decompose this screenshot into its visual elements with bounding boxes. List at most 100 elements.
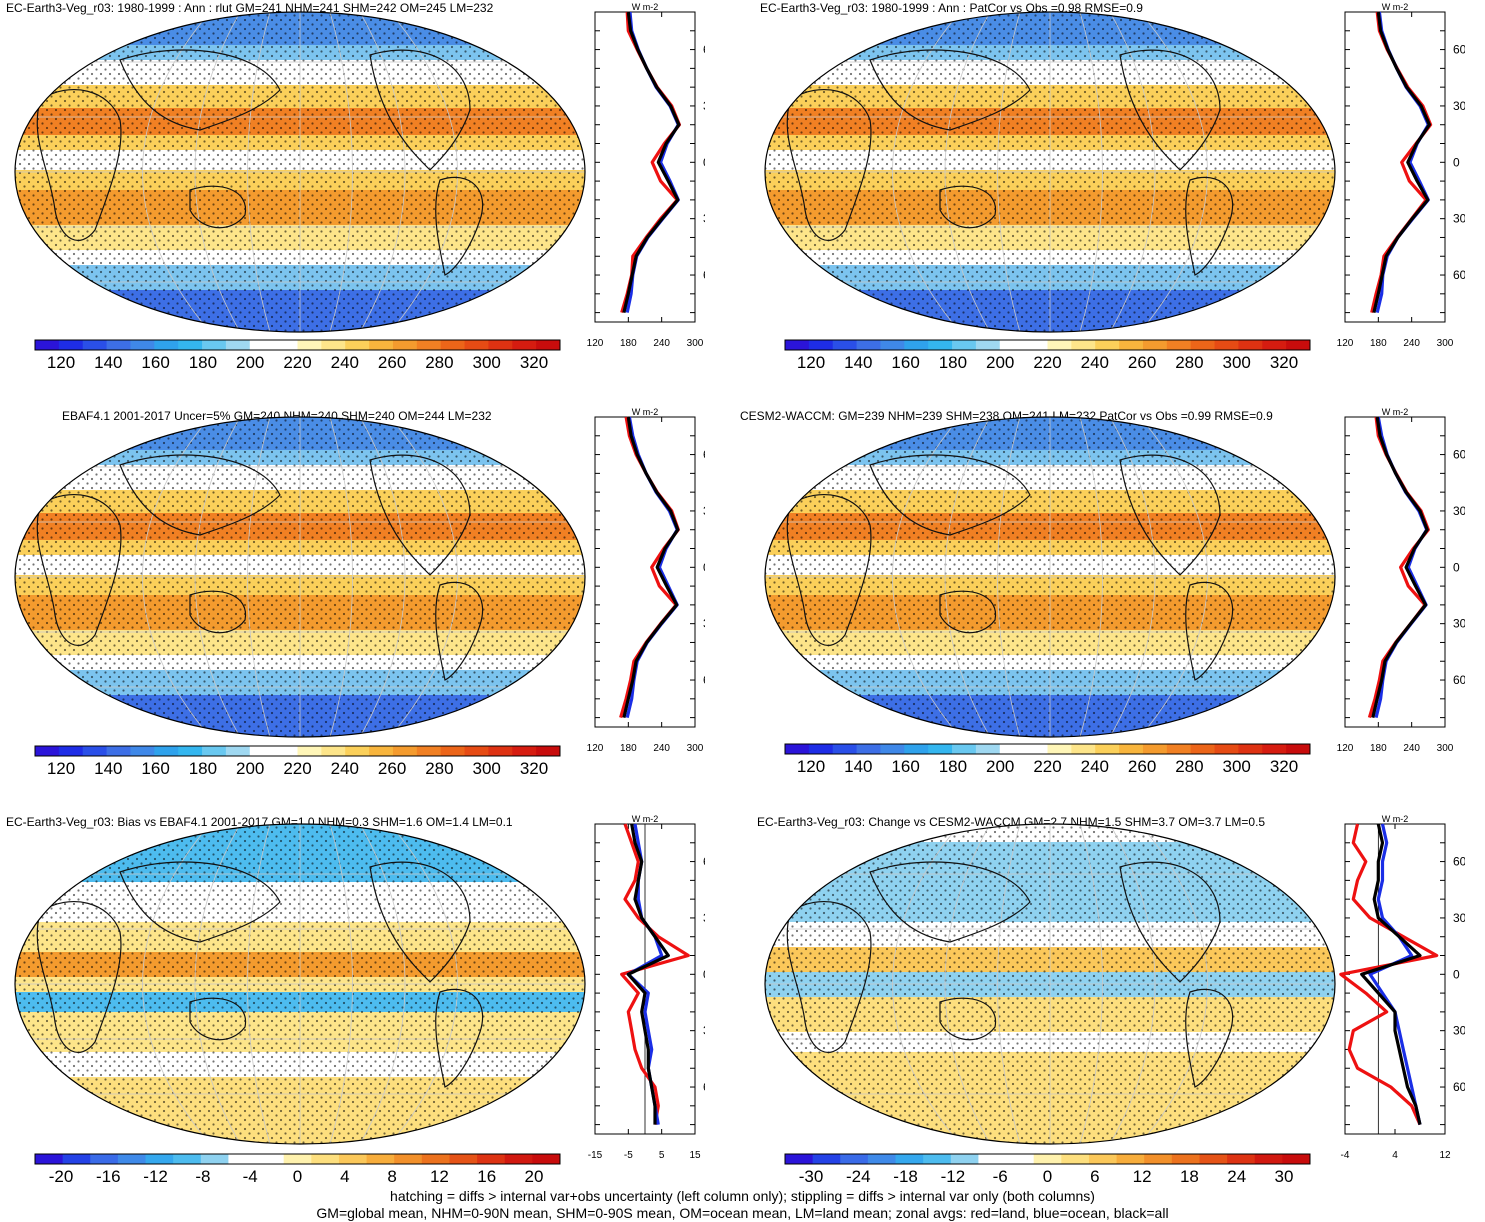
zonal-x-label: 300 [1437, 338, 1454, 349]
colorbar-tick-label: 240 [1081, 353, 1109, 372]
continent-outline [36, 494, 122, 646]
colorbar-swatch [416, 746, 442, 756]
colorbar-tick-label: 120 [797, 353, 825, 372]
continent-outline [939, 590, 997, 634]
panel-title: EBAF4.1 2001-2017 Uncer=5% GM=240 NHM=24… [62, 409, 492, 423]
colorbar-tick-label: 120 [797, 757, 825, 776]
continent-outline [1119, 49, 1221, 171]
graticule-lon [359, 417, 406, 737]
global-map [14, 823, 586, 1145]
colorbar-tick-label: -12 [941, 1167, 966, 1186]
continent-outline [786, 901, 872, 1053]
graticule-lon [247, 824, 271, 1144]
graticule-lon [194, 824, 241, 1144]
zonal-line-land [620, 11, 682, 314]
zonal-lat-label: 60S [1453, 1080, 1465, 1094]
colorbar-swatch [975, 744, 1001, 754]
colorbar-swatch [35, 340, 60, 350]
colorbar-tick-label: 260 [1128, 757, 1156, 776]
zonal-lat-label: 30N [1453, 99, 1465, 113]
colorbar-tick-label: 200 [986, 757, 1014, 776]
colorbar-swatch [504, 1154, 533, 1164]
colorbar-swatch [856, 340, 881, 350]
colorbar-swatch [249, 746, 275, 756]
colorbar-swatch [1119, 744, 1144, 754]
colorbar-swatch [283, 1154, 312, 1164]
colorbar-tick-label: -4 [243, 1167, 258, 1186]
colorbar-swatch [978, 1154, 1007, 1164]
colorbar-tick-label: -30 [799, 1167, 824, 1186]
graticule-lon [892, 417, 961, 737]
zonal-unit-label: W m-2 [632, 407, 659, 417]
zonal-x-label: 120 [1337, 743, 1354, 754]
colorbar-tick-label: 160 [141, 353, 169, 372]
continent-outline [939, 997, 997, 1041]
colorbar-swatch [1190, 340, 1216, 350]
zonal-x-label: -4 [1341, 1150, 1350, 1161]
zonal-line-land [1370, 11, 1433, 313]
colorbar-tick-label: 240 [331, 353, 359, 372]
colorbar-swatch [345, 746, 370, 756]
zonal-lat-label: 60S [703, 1080, 705, 1094]
zonal-lat-label: 0 [1453, 967, 1460, 981]
colorbar-swatch [1095, 340, 1120, 350]
colorbar-frame [34, 745, 561, 757]
global-map [14, 416, 586, 738]
continent-outline [869, 454, 1031, 536]
colorbar-swatch [1071, 340, 1096, 350]
colorbar-swatch [1119, 340, 1144, 350]
zonal-lat-label: 0 [703, 560, 705, 574]
colorbar-tick-label: 160 [891, 353, 919, 372]
panel-ebaf-observations: EBAF4.1 2001-2017 Uncer=5% GM=240 NHM=24… [0, 405, 720, 785]
colorbar-swatch [1214, 744, 1239, 754]
colorbar-swatch [785, 744, 810, 754]
zonal-x-label: 120 [587, 743, 604, 754]
zonal-x-label: 240 [653, 338, 670, 349]
colorbar-tick-label: 4 [340, 1167, 349, 1186]
colorbar-swatch [392, 746, 418, 756]
colorbar-tick-label: -16 [96, 1167, 121, 1186]
colorbar-tick-label: 280 [1175, 353, 1203, 372]
continent-outline [36, 89, 122, 241]
continent-outline [435, 988, 484, 1088]
colorbar-swatch [532, 1154, 561, 1164]
colorbar-swatch [394, 1154, 423, 1164]
zonal-lat-label: 60N [1453, 448, 1465, 462]
zonal-line-all [1360, 823, 1422, 1125]
colorbar-tick-label: 12 [1133, 1167, 1152, 1186]
colorbar-swatch [321, 746, 346, 756]
colorbar-swatch [228, 1154, 257, 1164]
colorbar-tick-label: 200 [236, 353, 264, 372]
colorbar-swatch [202, 340, 227, 350]
colorbar-frame [784, 743, 1311, 755]
zonal-x-label: -5 [624, 1150, 633, 1161]
continent-outline [1119, 454, 1221, 576]
colorbar-tick-label: 300 [1223, 757, 1251, 776]
graticule-lon [997, 417, 1021, 737]
graticule-lon [1079, 824, 1103, 1144]
colorbar-swatch [35, 746, 60, 756]
colorbar-swatch [1047, 340, 1072, 350]
zonal-lat-label: 30S [1453, 212, 1465, 226]
colorbar-tick-label: 280 [425, 353, 453, 372]
zonal-line-land [1339, 823, 1439, 1126]
colorbar-swatch [950, 1154, 979, 1164]
colorbar-swatch [1142, 744, 1168, 754]
colorbar-swatch [904, 744, 929, 754]
continent-outline [786, 89, 872, 241]
colorbar-swatch [200, 1154, 229, 1164]
zonal-lat-label: 0 [703, 967, 705, 981]
zonal-lat-label: 0 [703, 155, 705, 169]
colorbar-tick-label: -18 [893, 1167, 918, 1186]
graticule-lon [329, 824, 353, 1144]
continent-outline [1185, 581, 1234, 681]
panel-title: CESM2-WACCM: GM=239 NHM=239 SHM=238 OM=2… [740, 409, 1273, 423]
colorbar-swatch [785, 1154, 814, 1164]
colorbar-swatch [952, 340, 977, 350]
global-map [764, 11, 1336, 333]
colorbar-swatch [225, 746, 251, 756]
colorbar-tick-label: 200 [986, 353, 1014, 372]
zonal-x-label: 180 [1370, 338, 1387, 349]
graticule-lon [142, 824, 211, 1144]
graticule-lon [247, 12, 271, 332]
